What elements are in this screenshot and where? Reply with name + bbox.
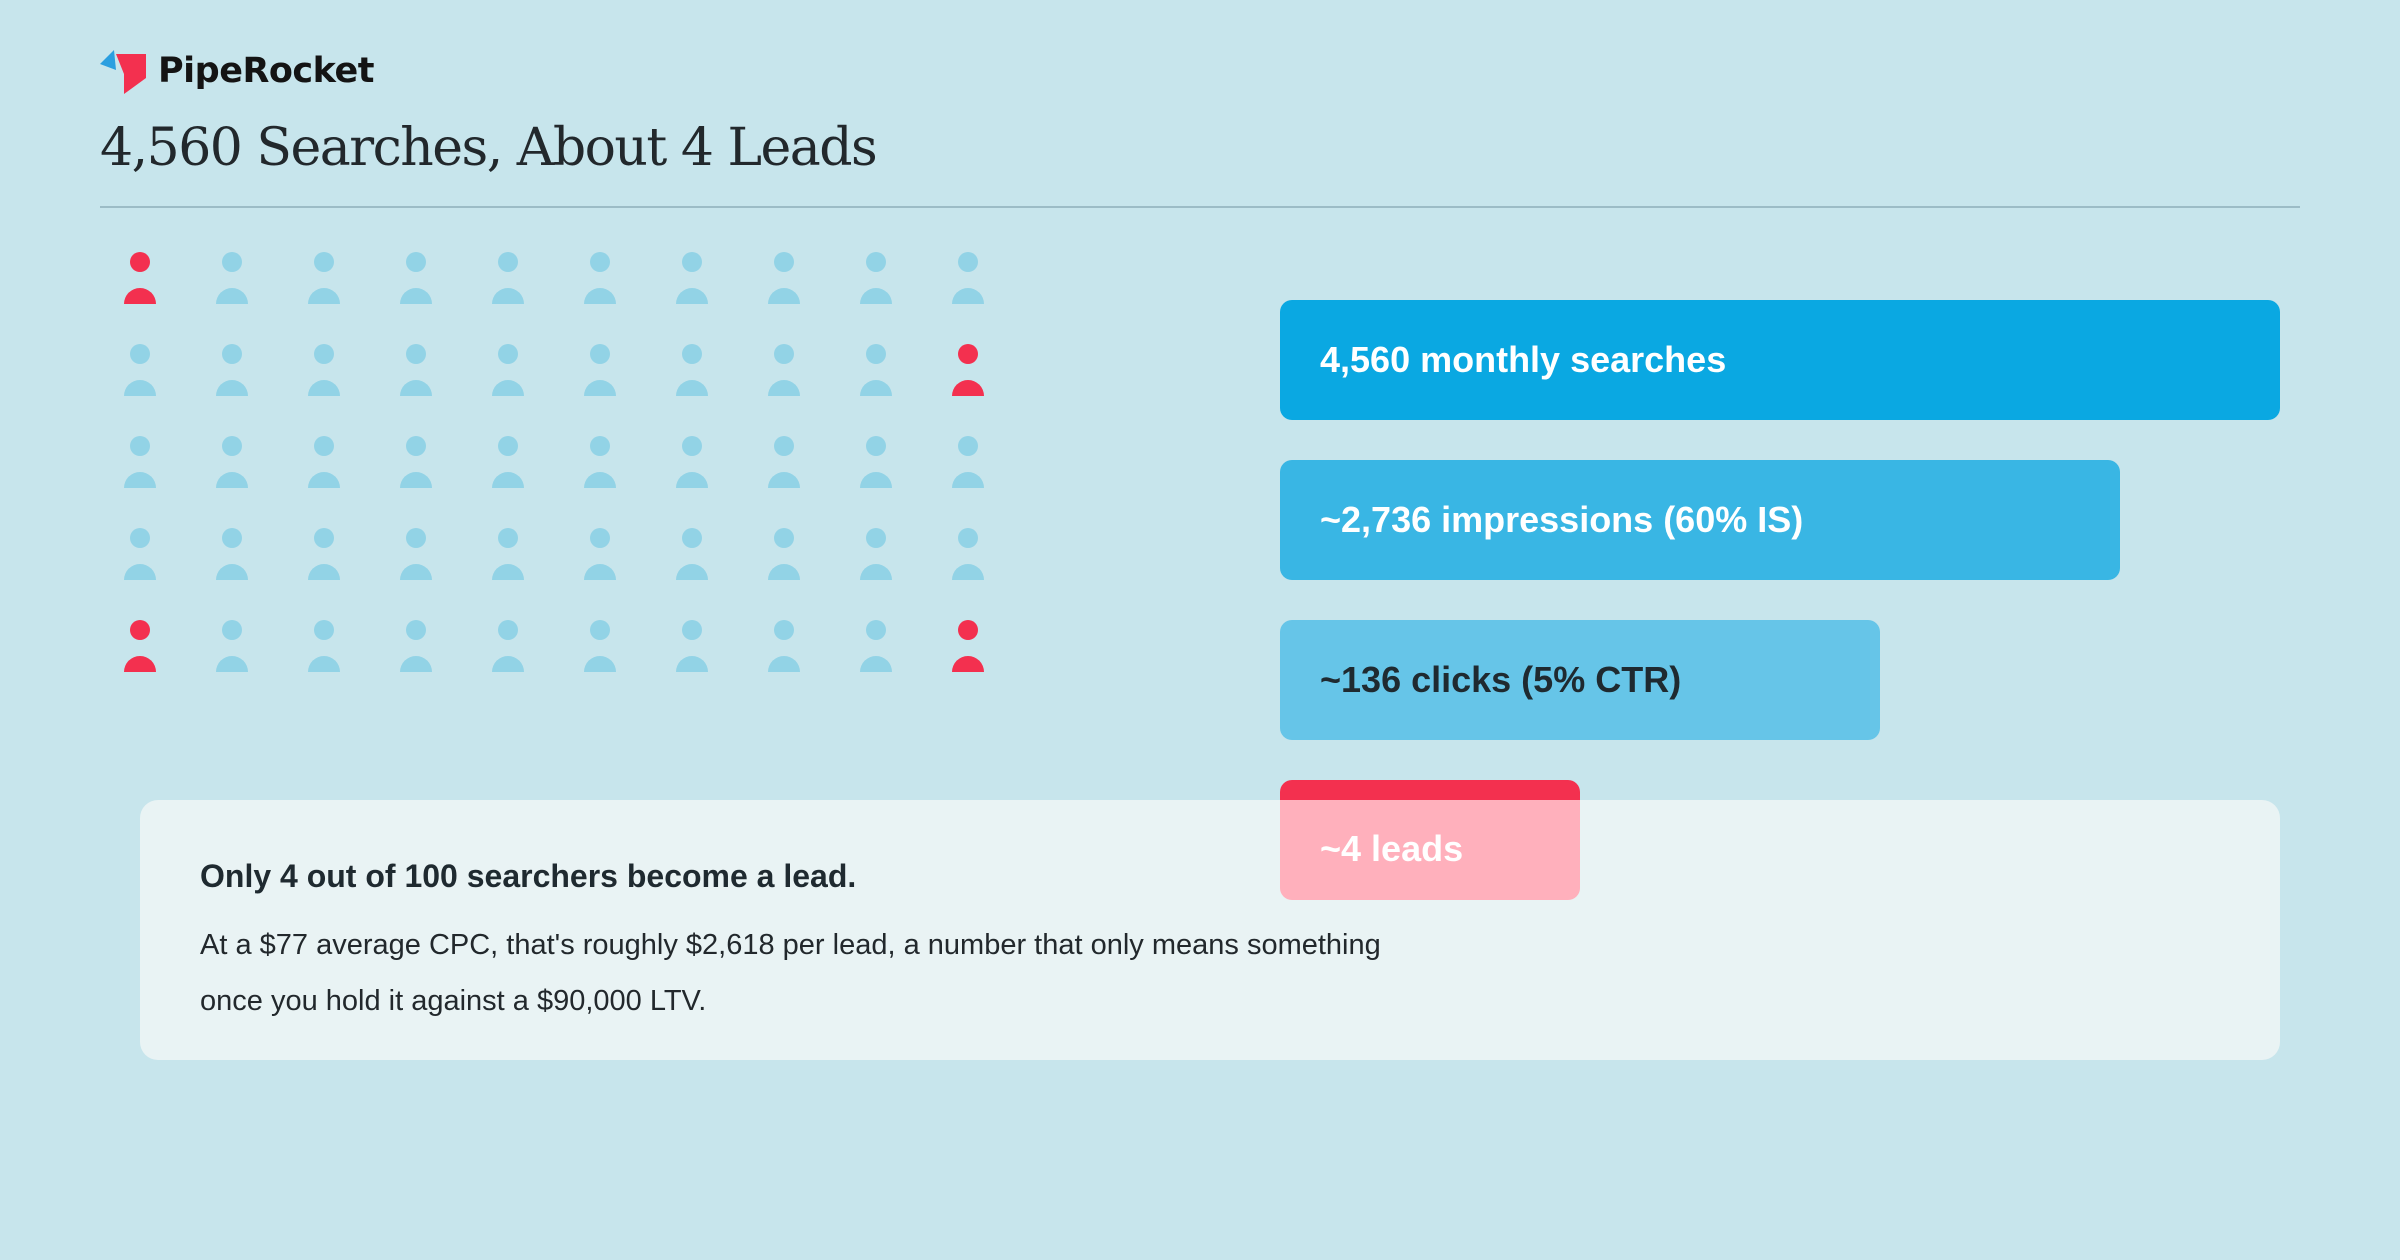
person-icon [860,252,892,304]
person-icon [400,620,432,672]
person-icon-lead [124,620,156,672]
person-icon [216,620,248,672]
person-icon [216,344,248,396]
person-icon [860,436,892,488]
person-icon [768,436,800,488]
title-divider [100,206,2300,208]
person-icon [584,528,616,580]
person-icon [400,252,432,304]
person-icon [216,436,248,488]
person-icon [124,528,156,580]
people-grid [124,252,984,672]
person-icon [124,436,156,488]
person-icon [308,620,340,672]
person-icon [860,620,892,672]
person-icon [860,344,892,396]
person-icon [400,344,432,396]
person-icon [492,436,524,488]
person-icon [492,344,524,396]
brand-name: PipeRocket [158,51,375,91]
person-icon [492,620,524,672]
person-icon [492,252,524,304]
funnel-bar-leads: ~4 leads [1280,780,1580,900]
person-icon [584,252,616,304]
summary-card: Only 4 out of 100 searchers become a lea… [140,800,2280,1060]
person-icon [676,252,708,304]
summary-headline: Only 4 out of 100 searchers become a lea… [200,858,857,894]
person-icon [308,344,340,396]
person-icon [768,528,800,580]
person-icon [584,436,616,488]
person-icon [952,252,984,304]
person-icon [492,528,524,580]
person-icon [216,252,248,304]
person-icon [584,620,616,672]
piperocket-logo-icon [100,50,146,94]
funnel-bar-impressions-label: ~2,736 impressions (60% IS) [1320,499,1804,540]
funnel-bar-impressions: ~2,736 impressions (60% IS) [1280,460,2120,580]
person-icon [400,528,432,580]
person-icon [584,344,616,396]
funnel-bar-searches-label: 4,560 monthly searches [1320,339,1727,380]
person-icon [676,436,708,488]
page-title: 4,560 Searches, About 4 Leads [100,118,878,178]
brand: PipeRocket [100,48,375,94]
person-icon [676,344,708,396]
person-icon [768,620,800,672]
person-icon [124,344,156,396]
person-icon [860,528,892,580]
person-icon [308,436,340,488]
person-icon [400,436,432,488]
person-icon [308,252,340,304]
person-icon [768,344,800,396]
person-icon [768,252,800,304]
person-icon [676,528,708,580]
summary-body: At a $77 average CPC, that's roughly $2,… [200,929,1381,1017]
funnel-bar-searches: 4,560 monthly searches [1280,300,2280,420]
person-icon-lead [124,252,156,304]
person-icon [952,436,984,488]
funnel-bar-clicks-label: ~136 clicks (5% CTR) [1320,659,1682,700]
person-icon-lead [952,620,984,672]
funnel-bar-leads-label: ~4 leads [1320,828,1464,869]
person-icon [676,620,708,672]
person-icon [216,528,248,580]
person-icon [952,528,984,580]
person-icon-lead [952,344,984,396]
person-icon [308,528,340,580]
funnel-bar-clicks: ~136 clicks (5% CTR) [1280,620,1880,740]
